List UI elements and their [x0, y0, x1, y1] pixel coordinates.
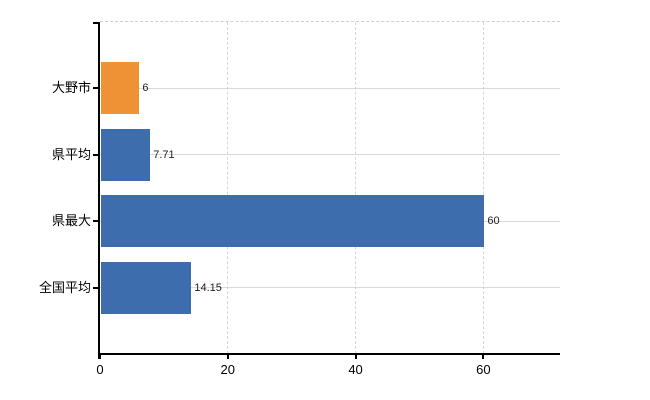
bar-0[interactable] — [101, 62, 140, 115]
vertical-gridline — [482, 22, 484, 354]
category-label: 大野市 — [51, 80, 91, 96]
category-label: 全国平均 — [38, 279, 91, 295]
bar-3[interactable] — [101, 261, 192, 314]
y-axis-top-tick — [93, 22, 100, 24]
plot-top-border — [100, 21, 560, 22]
bar-value-label: 14.15 — [194, 281, 222, 294]
x-tick-label: 20 — [220, 362, 235, 377]
bar-1[interactable] — [101, 128, 151, 181]
horizontal-gridline — [100, 154, 560, 156]
x-axis-line — [98, 353, 560, 355]
x-axis-tick — [226, 355, 229, 359]
bar-value-label: 7.71 — [153, 148, 175, 161]
vertical-gridline — [227, 22, 229, 354]
bar-value-label: 60 — [487, 215, 500, 228]
x-axis-tick — [482, 355, 485, 359]
horizontal-gridline — [100, 287, 560, 289]
bar-2[interactable] — [101, 195, 485, 248]
x-tick-label: 40 — [348, 362, 363, 377]
category-tick — [93, 286, 100, 289]
x-tick-label: 0 — [96, 362, 104, 377]
category-label: 県平均 — [51, 146, 91, 162]
category-tick — [93, 220, 100, 223]
x-axis-tick — [99, 355, 101, 359]
bar-value-label: 6 — [142, 82, 149, 95]
horizontal-gridline — [100, 87, 560, 89]
category-label: 県最大 — [51, 213, 91, 229]
x-axis-tick — [354, 355, 357, 359]
x-tick-label: 60 — [476, 362, 491, 377]
category-tick — [93, 153, 100, 156]
category-tick — [93, 87, 100, 90]
vertical-gridline — [355, 22, 357, 354]
y-axis-line — [98, 22, 100, 359]
